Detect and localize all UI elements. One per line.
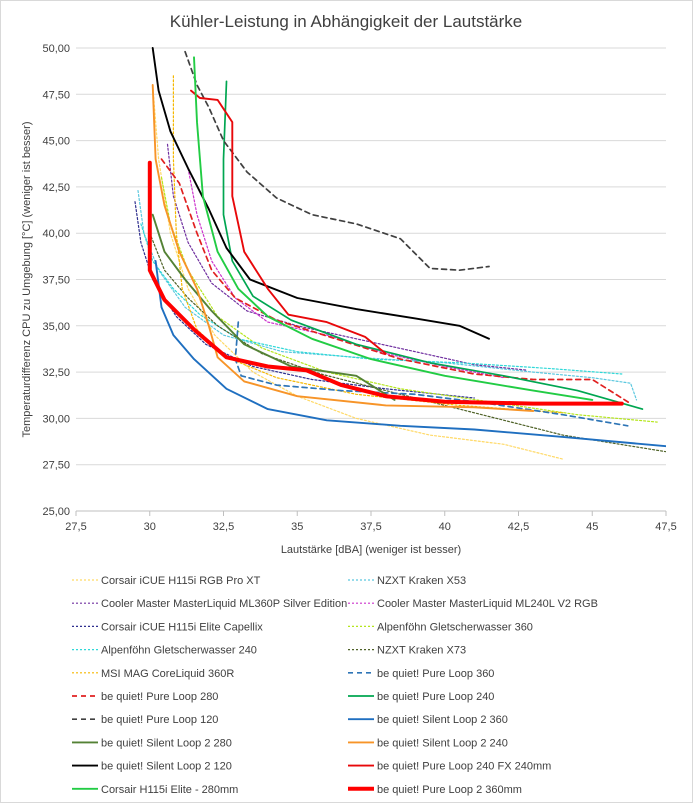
y-tick-label: 35,00 <box>42 321 70 333</box>
x-axis-title: Lautstärke [dBA] (weniger ist besser) <box>281 544 461 556</box>
series-line-15 <box>151 213 396 401</box>
series-line-10 <box>234 321 629 427</box>
x-tick-label: 30 <box>144 521 156 533</box>
y-tick-label: 42,50 <box>42 182 70 194</box>
x-tick-label: 42,5 <box>508 521 529 533</box>
legend-item-18: be quiet! Pure Loop 240 FX 240mm <box>348 761 551 773</box>
series-line-11 <box>160 158 632 405</box>
legend-item-20: be quiet! Pure Loop 2 360mm <box>348 784 522 796</box>
legend-label: be quiet! Silent Loop 2 360 <box>377 714 508 726</box>
legend-label: Corsair iCUE H115i RGB Pro XT <box>101 575 261 587</box>
series-line-4 <box>187 167 505 379</box>
legend-label: be quiet! Pure Loop 360 <box>377 668 494 680</box>
series-line-13 <box>184 50 490 272</box>
series-line-19 <box>193 56 594 401</box>
legend-label: be quiet! Pure Loop 120 <box>101 714 218 726</box>
series-line-2 <box>137 190 638 401</box>
legend-item-19: Corsair H115i Elite - 280mm <box>72 784 238 796</box>
legend-label: Corsair H115i Elite - 280mm <box>101 784 238 796</box>
y-tick-label: 40,00 <box>42 228 70 240</box>
series-line-14 <box>154 260 666 448</box>
legend-label: be quiet! Pure Loop 240 <box>377 691 494 703</box>
x-tick-label: 47,5 <box>655 521 676 533</box>
series-line-18 <box>190 89 387 355</box>
series-line-20 <box>147 160 624 406</box>
series-line-16 <box>151 84 535 412</box>
legend-label: Alpenföhn Gletscherwasser 240 <box>101 645 257 657</box>
legend-item-13: be quiet! Pure Loop 120 <box>72 714 218 726</box>
legend-item-8: NZXT Kraken X73 <box>348 645 466 657</box>
legend-item-7: Alpenföhn Gletscherwasser 240 <box>72 645 257 657</box>
legend-item-5: Corsair iCUE H115i Elite Capellix <box>72 621 263 633</box>
legend-item-4: Cooler Master MasterLiquid ML240L V2 RGB <box>348 598 598 610</box>
legend-label: Cooler Master MasterLiquid ML360P Silver… <box>101 598 347 610</box>
legend-item-11: be quiet! Pure Loop 280 <box>72 691 218 703</box>
legend-item-2: NZXT Kraken X53 <box>348 575 466 587</box>
y-tick-label: 27,50 <box>42 460 70 472</box>
chart-title: Kühler-Leistung in Abhängigkeit der Laut… <box>170 12 523 31</box>
y-tick-label: 32,50 <box>42 367 70 379</box>
legend-label: Corsair iCUE H115i Elite Capellix <box>101 621 263 633</box>
series-line-5 <box>134 201 475 399</box>
series-line-12 <box>222 80 644 410</box>
y-tick-label: 45,00 <box>42 136 70 148</box>
series-line-8 <box>149 232 666 453</box>
y-axis-title: Temperaturdifferenz CPU zu Umgebung [°C]… <box>21 122 33 438</box>
legend-item-10: be quiet! Pure Loop 360 <box>348 668 494 680</box>
legend-label: NZXT Kraken X53 <box>377 575 466 587</box>
x-tick-label: 40 <box>439 521 451 533</box>
legend-label: Alpenföhn Gletscherwasser 360 <box>377 621 533 633</box>
y-tick-label: 30,00 <box>42 413 70 425</box>
legend-label: be quiet! Pure Loop 2 360mm <box>377 784 522 796</box>
series-line-17 <box>151 47 490 340</box>
y-tick-label: 47,50 <box>42 89 70 101</box>
y-tick-label: 25,00 <box>42 506 70 518</box>
legend-item-15: be quiet! Silent Loop 2 280 <box>72 737 232 749</box>
y-tick-label: 37,50 <box>42 275 70 287</box>
legend-label: be quiet! Pure Loop 280 <box>101 691 218 703</box>
plot-area <box>134 47 666 460</box>
legend-item-3: Cooler Master MasterLiquid ML360P Silver… <box>72 598 347 610</box>
legend-item-6: Alpenföhn Gletscherwasser 360 <box>348 621 533 633</box>
legend-item-1: Corsair iCUE H115i RGB Pro XT <box>72 575 261 587</box>
legend-item-14: be quiet! Silent Loop 2 360 <box>348 714 508 726</box>
x-tick-label: 27,5 <box>65 521 86 533</box>
legend-item-17: be quiet! Silent Loop 2 120 <box>72 761 232 773</box>
legend-label: NZXT Kraken X73 <box>377 645 466 657</box>
series-line-7 <box>140 223 623 375</box>
series-line-3 <box>166 143 528 371</box>
x-tick-label: 35 <box>291 521 303 533</box>
legend-item-16: be quiet! Silent Loop 2 240 <box>348 737 508 749</box>
legend-label: be quiet! Silent Loop 2 240 <box>377 737 508 749</box>
legend-label: be quiet! Silent Loop 2 280 <box>101 737 232 749</box>
legend-label: MSI MAG CoreLiquid 360R <box>101 668 234 680</box>
y-tick-label: 50,00 <box>42 43 70 55</box>
x-tick-label: 37,5 <box>360 521 381 533</box>
legend-item-12: be quiet! Pure Loop 240 <box>348 691 494 703</box>
legend-item-9: MSI MAG CoreLiquid 360R <box>72 668 234 680</box>
x-tick-label: 32,5 <box>213 521 234 533</box>
series-line-6 <box>160 177 658 423</box>
legend-label: Cooler Master MasterLiquid ML240L V2 RGB <box>377 598 598 610</box>
x-tick-label: 45 <box>586 521 598 533</box>
legend-label: be quiet! Pure Loop 240 FX 240mm <box>377 761 551 773</box>
legend-label: be quiet! Silent Loop 2 120 <box>101 761 232 773</box>
